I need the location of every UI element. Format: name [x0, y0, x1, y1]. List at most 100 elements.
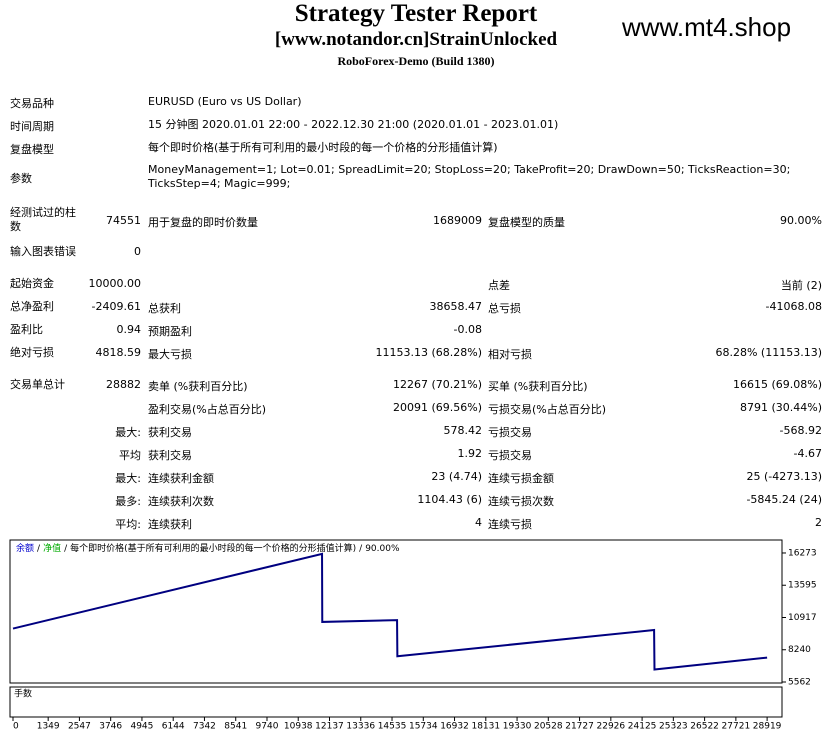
y-tick-label: 13595 [788, 581, 817, 591]
stat-value: 12267 (70.21%) [392, 378, 482, 391]
stat-value: 4818.59 [95, 346, 142, 359]
stat-value: 10000.00 [88, 277, 142, 290]
stat-value: 1104.43 (6) [417, 493, 482, 506]
x-tick-label: 18131 [471, 722, 500, 732]
info-label: 时间周期 [10, 120, 54, 133]
x-tick-label: 1349 [37, 722, 60, 732]
stat-value: 平均 [119, 449, 141, 462]
x-tick-label: 27721 [722, 722, 751, 732]
stat-label: 亏损交易 [488, 426, 532, 439]
stat-label: 亏损交易(%占总百分比) [488, 403, 607, 416]
stat-value: 当前 (2) [780, 279, 822, 292]
stat-label: 连续获利 [148, 518, 192, 531]
info-value: EURUSD (Euro vs US Dollar) [148, 95, 302, 108]
plot-frame [9, 539, 783, 684]
legend-item: 净值 [43, 542, 61, 554]
stat-value: 0 [134, 245, 141, 258]
x-tick-label: 14535 [378, 722, 407, 732]
legend-separator: / [37, 544, 41, 554]
stat-label: 连续亏损金额 [488, 472, 554, 485]
x-tick-label: 12137 [315, 722, 344, 732]
x-tick-label: 19330 [503, 722, 532, 732]
stat-label: 预期盈利 [148, 325, 192, 338]
x-tick-label: 15734 [409, 722, 438, 732]
x-tick-label: 28919 [753, 722, 782, 732]
x-tick-label: 7342 [193, 722, 216, 732]
stat-value: 1689009 [433, 214, 482, 227]
report-title: Strategy Tester Report [294, 0, 538, 27]
stat-label: 获利交易 [148, 426, 192, 439]
y-tick-label: 8240 [788, 645, 811, 655]
report-build: RoboForex-Demo (Build 1380) [337, 54, 495, 68]
info-value: 每个即时价格(基于所有可利用的最小时段的每一个价格的分形插值计算) [148, 141, 498, 154]
stat-value: 8791 (30.44%) [739, 401, 822, 414]
x-tick-label: 21727 [565, 722, 594, 732]
stat-label: 交易单总计 [10, 378, 65, 391]
y-tick-label: 10917 [788, 613, 817, 623]
stat-label: 复盘模型的质量 [488, 216, 565, 229]
stat-value: 68.28% (11153.13) [715, 346, 822, 359]
lots-label: 手数 [14, 688, 32, 700]
stat-label: 连续获利次数 [148, 495, 214, 508]
stat-value: -568.92 [779, 424, 822, 437]
stat-value: 25 (-4273.13) [746, 470, 822, 483]
stat-value: 0.94 [116, 323, 142, 336]
y-tick-label: 5562 [788, 678, 811, 688]
stat-value: -0.08 [453, 323, 482, 336]
stat-value: 平均: [115, 518, 141, 531]
stat-value: 23 (4.74) [431, 470, 482, 483]
x-tick-label: 0 [13, 722, 19, 732]
stat-label: 亏损交易 [488, 449, 532, 462]
stat-value: 90.00% [780, 214, 822, 227]
stat-label: 连续亏损次数 [488, 495, 554, 508]
x-tick-label: 13336 [346, 722, 375, 732]
stat-value: 最多: [115, 495, 141, 508]
x-tick-label: 25323 [659, 722, 688, 732]
stat-value: 最大: [115, 472, 141, 485]
info-value: 15 分钟图 2020.01.01 22:00 - 2022.12.30 21:… [148, 118, 559, 131]
stat-label: 绝对亏损 [10, 346, 54, 359]
x-tick-label: 9740 [256, 722, 279, 732]
stat-value: 38658.47 [429, 300, 483, 313]
stat-label: 最大亏损 [148, 348, 192, 361]
stat-label: 总获利 [148, 302, 181, 315]
legend-item: 每个即时价格(基于所有可利用的最小时段的每一个价格的分形插值计算) [70, 542, 356, 554]
balance-line [12, 552, 768, 671]
stat-value: 1.92 [457, 447, 483, 460]
y-tick-label: 16273 [788, 548, 817, 558]
stat-label: 相对亏损 [488, 348, 532, 361]
x-tick-label: 2547 [68, 722, 91, 732]
x-tick-label: 24125 [628, 722, 657, 732]
info-value: MoneyManagement=1; Lot=0.01; SpreadLimit… [148, 163, 791, 190]
stat-value: 2 [815, 516, 822, 529]
legend-separator: / [359, 544, 363, 554]
stat-value: -2409.61 [91, 300, 141, 313]
x-tick-label: 10938 [284, 722, 313, 732]
x-tick-label: 26522 [690, 722, 719, 732]
stat-label: 盈利交易(%占总百分比) [148, 403, 267, 416]
stat-value: 11153.13 (68.28%) [375, 346, 482, 359]
x-tick-label: 8541 [224, 722, 247, 732]
stat-value: -41068.08 [765, 300, 822, 313]
stat-value: -5845.24 (24) [746, 493, 822, 506]
stat-label: 连续获利金额 [148, 472, 214, 485]
x-tick-label: 6144 [162, 722, 185, 732]
stat-label: 获利交易 [148, 449, 192, 462]
legend: 余额 / 净值 / 每个即时价格(基于所有可利用的最小时段的每一个价格的分形插值计算) /… [16, 542, 400, 554]
info-label: 交易品种 [10, 97, 54, 110]
stat-value: 74551 [106, 214, 141, 227]
watermark: www.mt4.shop [622, 12, 792, 42]
stat-label: 连续亏损 [488, 518, 532, 531]
stat-value: 4 [475, 516, 482, 529]
stat-value: -4.67 [793, 447, 822, 460]
stat-label: 经测试过的柱数 [10, 206, 76, 233]
stat-label: 点差 [488, 279, 510, 292]
x-tick-label: 16932 [440, 722, 469, 732]
stat-value: 578.42 [443, 424, 483, 437]
legend-separator: / [64, 544, 68, 554]
info-label: 复盘模型 [10, 143, 54, 156]
stat-value: 最大: [115, 426, 141, 439]
stat-label: 买单 (%获利百分比) [488, 380, 588, 393]
stat-label: 总净盈利 [10, 300, 54, 313]
